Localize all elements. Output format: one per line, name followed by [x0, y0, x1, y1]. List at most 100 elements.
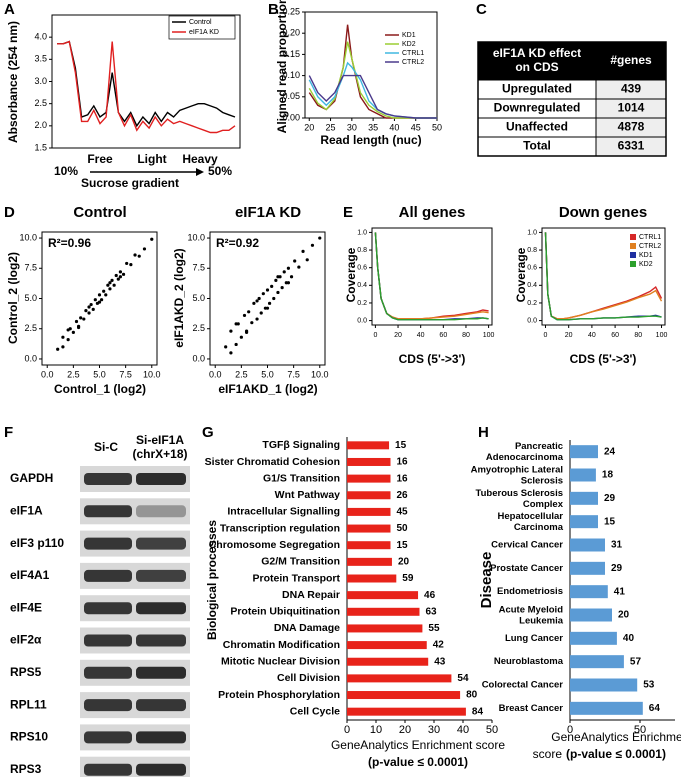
- gene-count-label: 15: [395, 440, 407, 451]
- x-axis-note: (p-value ≤ 0.0001): [368, 755, 468, 769]
- gene-count-label: 18: [602, 470, 614, 481]
- x-axis-label: Read length (nuc): [320, 133, 421, 147]
- blot-column-label-line: Si-eIF1A: [136, 433, 184, 447]
- category-label: TGFβ Signaling: [262, 439, 340, 451]
- bar: [347, 474, 391, 483]
- annotation: Heavy: [182, 152, 218, 166]
- gene-count-label: 53: [643, 680, 655, 691]
- chart-title: eIF1A KD: [235, 204, 301, 221]
- category-label: Transcription regulation: [220, 522, 340, 534]
- x-tick-label: 5.0: [93, 369, 106, 379]
- table-value: 439: [621, 82, 641, 96]
- y-tick-label: 0.20: [282, 28, 300, 38]
- x-tick-label: 80: [634, 332, 642, 339]
- point: [74, 319, 79, 324]
- x-tick-label: 10.0: [143, 369, 161, 379]
- point: [93, 298, 97, 302]
- chart-title: All genes: [399, 204, 466, 221]
- bar: [347, 524, 391, 533]
- annotation: 50%: [208, 164, 232, 178]
- gene-count-label: 20: [398, 556, 410, 567]
- category-label-line: Pancreatic: [515, 441, 563, 452]
- y-tick-label: 0.10: [282, 70, 300, 80]
- panel-label: C: [476, 1, 487, 18]
- point: [229, 329, 233, 333]
- x-tick-label: 50: [486, 724, 498, 736]
- point: [102, 289, 106, 293]
- y-tick-label: 2.5: [24, 323, 37, 333]
- series-line: [57, 40, 236, 128]
- x-axis-label: CDS (5'->3'): [570, 352, 637, 366]
- category-label: G2/M Transition: [261, 556, 340, 568]
- blot-row-label: GAPDH: [10, 471, 53, 485]
- table-header: eIF1A KD effect on CDS: [493, 46, 581, 74]
- y-axis-label: Aligned read proportion: [275, 0, 289, 133]
- panel-label: B: [268, 1, 279, 18]
- x-tick-label: 45: [411, 122, 421, 132]
- point: [108, 287, 112, 291]
- category-label: Mitotic Nuclear Division: [221, 656, 340, 668]
- point: [289, 275, 294, 279]
- y-tick-label: 0.6: [527, 265, 537, 272]
- blot-band: [136, 537, 186, 550]
- category-label: Protein Ubiquitination: [230, 606, 340, 618]
- series-line: [308, 74, 437, 119]
- table-header: #genes: [610, 53, 652, 67]
- legend-label: CTRL1: [639, 234, 661, 241]
- x-tick-label: 40: [457, 724, 469, 736]
- y-tick-label: 5.0: [192, 293, 205, 303]
- category-label: Endometriosis: [497, 586, 563, 597]
- point: [76, 325, 81, 330]
- category-label: Protein Phosphorylation: [218, 689, 340, 701]
- category-label-line: Acute Myeloid: [499, 604, 564, 615]
- x-axis-label: score: [533, 747, 563, 761]
- category-label: Cell Cycle: [290, 705, 340, 717]
- bar: [570, 445, 598, 459]
- gene-count-label: 15: [604, 516, 616, 527]
- gene-count-label: 84: [472, 706, 484, 717]
- point: [282, 270, 286, 274]
- category-label: Intracellular Signalling: [227, 506, 340, 518]
- x-tick-label: 60: [611, 332, 619, 339]
- panel-label: F: [4, 424, 13, 441]
- point: [242, 313, 247, 318]
- point: [137, 254, 141, 258]
- blot-band: [84, 763, 132, 776]
- plot-frame: [371, 227, 493, 326]
- y-axis-label: Control_2 (log2): [6, 252, 20, 344]
- blot-row-label: RPS3: [10, 762, 42, 776]
- series-line: [544, 232, 662, 321]
- gene-count-label: 63: [426, 606, 438, 617]
- gene-count-label: 16: [397, 473, 409, 484]
- x-tick-label: 35: [368, 122, 378, 132]
- blot-column-label: Si-C: [94, 440, 118, 454]
- point: [280, 286, 284, 290]
- bar: [347, 491, 391, 500]
- y-tick-label: 7.5: [24, 263, 37, 273]
- y-tick-label: 0.0: [24, 353, 37, 363]
- legend-swatch: [630, 234, 636, 240]
- gene-count-label: 40: [623, 633, 635, 644]
- point: [61, 335, 65, 339]
- point: [305, 258, 309, 262]
- x-tick-label: 50: [634, 724, 646, 736]
- point: [244, 329, 249, 333]
- plot-frame: [541, 227, 666, 326]
- blot-row-label: eIF4A1: [10, 568, 50, 582]
- chart-title: Control: [73, 204, 126, 221]
- x-tick-label: 100: [656, 332, 668, 339]
- x-tick-label: 50: [432, 122, 442, 132]
- table-row-label: Downregulated: [494, 101, 581, 115]
- x-axis-label: Sucrose gradient: [81, 176, 179, 190]
- point: [310, 243, 315, 247]
- category-label: Sister Chromatid Cohesion: [205, 456, 340, 468]
- blot-row-label: eIF2α: [10, 633, 42, 647]
- gene-count-label: 46: [424, 590, 436, 601]
- bar: [347, 641, 427, 650]
- legend-label: CTRL2: [639, 243, 661, 250]
- y-axis-label: Biological processes: [205, 520, 219, 640]
- x-tick-label: 40: [417, 332, 425, 339]
- gene-count-label: 45: [397, 507, 409, 518]
- table-row-label: Total: [523, 139, 551, 153]
